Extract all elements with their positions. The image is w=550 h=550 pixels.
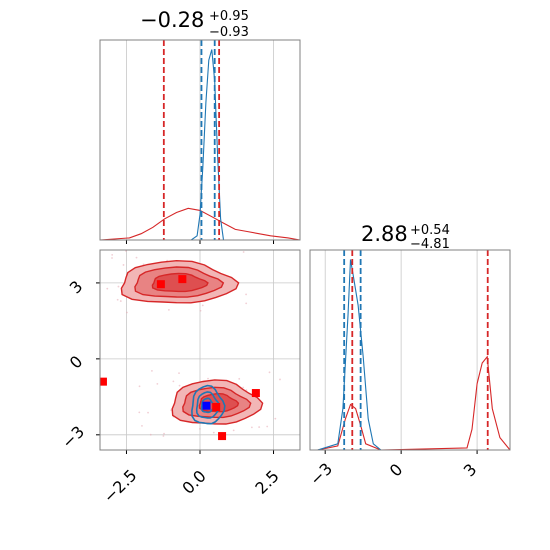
scatter-point xyxy=(242,386,245,389)
scatter-point xyxy=(207,377,209,380)
marginal-param2-title: 2.88 +0.54 −4.81 xyxy=(361,222,450,252)
scatter-point xyxy=(111,257,113,259)
tick-label-x2-1: 0 xyxy=(386,460,407,481)
scatter-point xyxy=(274,417,277,420)
p1-plot-area xyxy=(100,40,300,240)
marginal-param2-panel xyxy=(309,249,511,454)
tick-label-y2-0: 3 xyxy=(66,277,87,298)
scatter-point xyxy=(106,287,109,290)
scatter-point xyxy=(126,311,128,314)
scatter-point xyxy=(116,298,119,301)
tick-label-x2-0: −3 xyxy=(306,459,336,489)
x-tick-labels-param2: −3 0 3 xyxy=(306,459,480,489)
scatter-point xyxy=(172,380,175,383)
scatter-point xyxy=(119,300,122,302)
scatter-point xyxy=(199,427,201,430)
scatter-point xyxy=(156,382,159,385)
scatter-point xyxy=(245,302,248,305)
scatter-point xyxy=(268,371,271,374)
title-param1-plus: +0.95 xyxy=(209,9,249,24)
scatter-point xyxy=(199,309,202,312)
red-marker-1 xyxy=(178,275,187,284)
title-param2-minus: −4.81 xyxy=(410,237,450,252)
red-marker-3 xyxy=(251,389,260,398)
x-tick-labels-param1: −2.5 0.0 2.5 xyxy=(100,466,283,507)
scatter-point xyxy=(138,385,141,388)
scatter-point xyxy=(138,411,141,414)
p1-frame xyxy=(99,39,301,241)
title-param2-value: 2.88 xyxy=(361,222,408,246)
p3-series-1 xyxy=(317,259,382,450)
p3-frame xyxy=(309,249,511,451)
tick-label-x1-2: 2.5 xyxy=(251,466,282,497)
scatter-point xyxy=(266,425,269,428)
marginal-param1-title: −0.28 +0.95 −0.93 xyxy=(140,8,249,40)
tick-label-x2-2: 3 xyxy=(460,460,481,481)
contour-blue-inner xyxy=(200,397,215,414)
title-param1-minus: −0.93 xyxy=(209,25,249,40)
red-marker-4 xyxy=(212,402,221,411)
scatter-point xyxy=(232,429,235,432)
scatter-point xyxy=(201,304,204,307)
joint-param1-param2-panel xyxy=(96,249,301,454)
scatter-point xyxy=(258,426,261,428)
tick-label-x1-1: 0.0 xyxy=(178,466,209,497)
scatter-point xyxy=(279,378,281,381)
blue-marker-0 xyxy=(202,401,211,410)
contour-blue-mid xyxy=(195,391,221,419)
scatter-point xyxy=(162,435,165,437)
p2-frame xyxy=(99,249,301,451)
scatter-point xyxy=(149,433,152,436)
p3-plot-area xyxy=(317,250,510,450)
scatter-point xyxy=(151,369,153,372)
title-param2-plus: +0.54 xyxy=(410,223,450,238)
contour-blue-outer xyxy=(191,384,226,425)
scatter-point xyxy=(167,308,170,311)
title-param1-value: −0.28 xyxy=(140,8,204,32)
scatter-point xyxy=(147,411,149,414)
scatter-point xyxy=(178,372,180,375)
scatter-point xyxy=(122,264,125,266)
scatter-point xyxy=(111,253,114,256)
tick-label-y2-1: 0 xyxy=(66,352,87,373)
red-marker-2 xyxy=(100,377,107,386)
p1-series-0 xyxy=(100,207,300,240)
y-tick-labels-param2: 3 0 −3 xyxy=(58,277,88,452)
red-marker-5 xyxy=(218,432,227,441)
p2-plot-area xyxy=(100,250,281,441)
scatter-point xyxy=(212,431,215,434)
p3-series-0 xyxy=(317,355,510,450)
tick-label-y2-2: −3 xyxy=(58,422,88,452)
scatter-point xyxy=(135,256,138,259)
marginal-param1-panel xyxy=(99,39,301,244)
scatter-point xyxy=(117,285,120,288)
scatter-point xyxy=(163,432,165,435)
scatter-point xyxy=(250,426,253,429)
scatter-point xyxy=(238,377,241,380)
red-marker-0 xyxy=(156,280,165,289)
scatter-point xyxy=(242,251,245,253)
scatter-point xyxy=(178,384,181,387)
tick-label-x1-0: −2.5 xyxy=(100,466,141,507)
scatter-point xyxy=(245,293,247,296)
scatter-point xyxy=(141,425,143,427)
